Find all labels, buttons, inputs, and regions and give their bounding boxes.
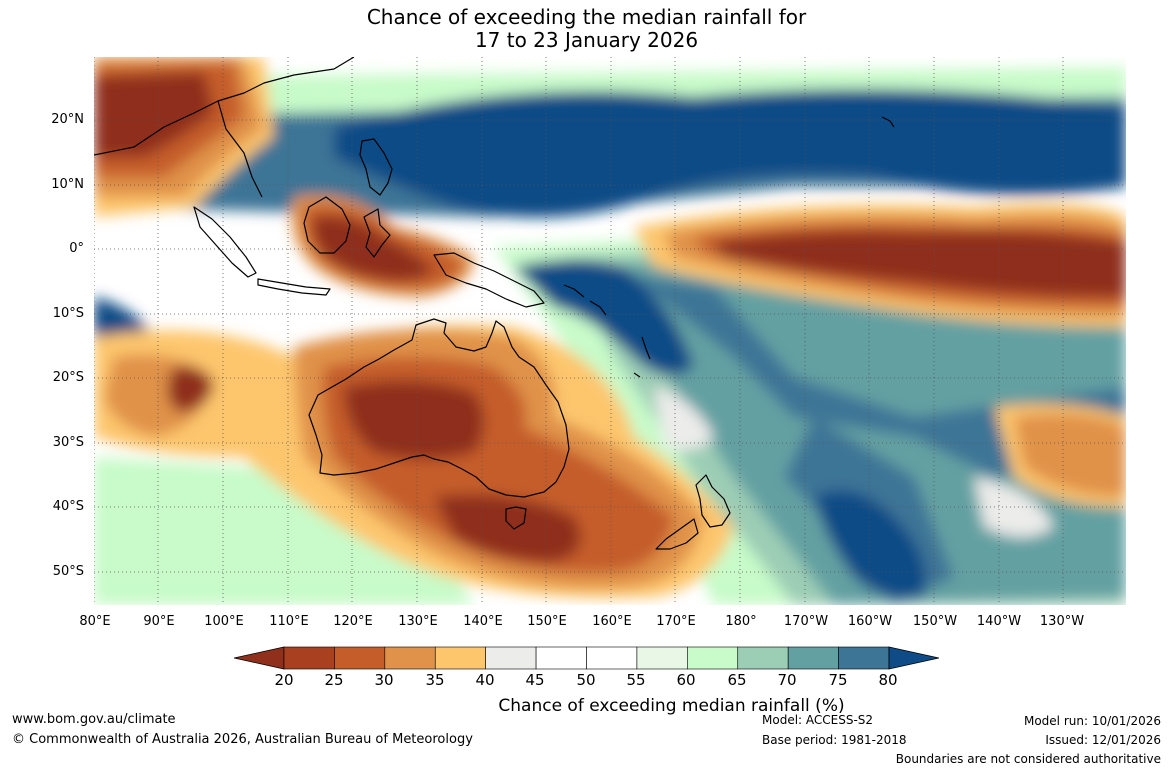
solomon-islands-coastline bbox=[563, 284, 607, 316]
colorbar-tick-70: 70 bbox=[777, 671, 797, 689]
lon-label-170e: 170°E bbox=[656, 614, 696, 629]
region-extreme bbox=[514, 259, 694, 375]
lat-label-20n: 20°N bbox=[51, 112, 84, 127]
colorbar-tick-75: 75 bbox=[828, 671, 848, 689]
colorbar bbox=[234, 646, 939, 670]
rainfall-field bbox=[94, 57, 1126, 605]
new-zealand-south-coastline bbox=[655, 518, 699, 550]
colorbar-tick-40: 40 bbox=[475, 671, 495, 689]
region-very-low bbox=[94, 72, 214, 157]
lat-label-20s: 20°S bbox=[52, 370, 84, 385]
colorbar-segment bbox=[384, 646, 436, 670]
sulawesi-coastline bbox=[363, 208, 391, 258]
map-gridlines bbox=[94, 57, 1126, 605]
lat-label-10s: 10°S bbox=[52, 306, 84, 321]
new-zealand-north-coastline bbox=[695, 474, 731, 528]
region-neutral bbox=[654, 387, 714, 451]
colorbar-tick-60: 60 bbox=[676, 671, 696, 689]
region-extreme bbox=[334, 89, 1126, 218]
colorbar-segment bbox=[535, 646, 587, 670]
lon-label-150e: 150°E bbox=[527, 614, 567, 629]
lat-label-40s: 40°S bbox=[52, 499, 84, 514]
map-title-line-1: Chance of exceeding the median rainfall … bbox=[366, 5, 807, 29]
region-very-low bbox=[344, 380, 484, 460]
colorbar-tick-45: 45 bbox=[525, 671, 545, 689]
region-very-low bbox=[714, 230, 1126, 297]
new-guinea-coastline bbox=[433, 252, 545, 308]
australia-coastline bbox=[308, 318, 570, 498]
base-period: Base period: 1981-2018 bbox=[762, 733, 907, 747]
colorbar-segment bbox=[283, 646, 335, 670]
colorbar-low-extension bbox=[234, 646, 285, 670]
coastlines bbox=[94, 57, 895, 550]
lon-label-90e: 90°E bbox=[143, 614, 175, 629]
lat-label-equator: 0° bbox=[69, 241, 84, 256]
region-very-low bbox=[312, 216, 434, 281]
lat-label-10n: 10°N bbox=[51, 177, 84, 192]
lon-label-180: 180° bbox=[725, 614, 757, 629]
colorbar-segment bbox=[636, 646, 688, 670]
lon-label-120e: 120°E bbox=[333, 614, 373, 629]
colorbar-segment bbox=[434, 646, 486, 670]
lon-label-160e: 160°E bbox=[592, 614, 632, 629]
region-very-low bbox=[434, 494, 581, 562]
map-title-line-2: 17 to 23 January 2026 bbox=[474, 28, 699, 52]
model-run-date: Model run: 10/01/2026 bbox=[1023, 714, 1161, 728]
colorbar-segment bbox=[586, 646, 638, 670]
colorbar-tick-55: 55 bbox=[626, 671, 646, 689]
lon-label-130e: 130°E bbox=[398, 614, 438, 629]
lon-label-170w: 170°W bbox=[783, 614, 829, 629]
sumatra-coastline bbox=[193, 206, 257, 278]
lon-label-100e: 100°E bbox=[204, 614, 244, 629]
lon-label-140e: 140°E bbox=[463, 614, 503, 629]
region-below bbox=[1014, 413, 1126, 497]
colorbar-segment bbox=[687, 646, 739, 670]
copyright-text: © Commonwealth of Australia 2026, Austra… bbox=[12, 732, 473, 747]
rainfall-map bbox=[94, 57, 1126, 605]
lon-label-110e: 110°E bbox=[269, 614, 309, 629]
lon-label-130w: 130°W bbox=[1039, 614, 1085, 629]
lon-label-160w: 160°W bbox=[847, 614, 893, 629]
lon-label-150w: 150°W bbox=[912, 614, 958, 629]
model-name: Model: ACCESS-S2 bbox=[762, 713, 874, 727]
issued-date: Issued: 12/01/2026 bbox=[1045, 733, 1161, 747]
mainland-asia-coastline bbox=[94, 57, 355, 198]
boundaries-disclaimer: Boundaries are not considered authoritat… bbox=[895, 752, 1161, 766]
tasmania-coastline bbox=[505, 506, 527, 530]
philippines-coastline bbox=[359, 138, 393, 196]
colorbar-tick-20: 20 bbox=[274, 671, 294, 689]
lat-label-30s: 30°S bbox=[52, 435, 84, 450]
colorbar-label: Chance of exceeding median rainfall (%) bbox=[498, 696, 845, 716]
colorbar-segment bbox=[485, 646, 537, 670]
java-coastline bbox=[257, 278, 331, 296]
vanuatu-coastline bbox=[633, 336, 651, 378]
lon-label-140w: 140°W bbox=[976, 614, 1022, 629]
colorbar-tick-65: 65 bbox=[727, 671, 747, 689]
hawaii-coastline bbox=[881, 116, 895, 128]
borneo-coastline bbox=[303, 196, 351, 254]
colorbar-segment bbox=[737, 646, 789, 670]
lon-label-80e: 80°E bbox=[79, 614, 111, 629]
colorbar-segment bbox=[787, 646, 839, 670]
colorbar-high-extension bbox=[888, 646, 939, 670]
colorbar-segment bbox=[334, 646, 386, 670]
lat-label-50s: 50°S bbox=[52, 564, 84, 579]
colorbar-tick-35: 35 bbox=[425, 671, 445, 689]
colorbar-segment bbox=[838, 646, 890, 670]
colorbar-tick-80: 80 bbox=[878, 671, 898, 689]
website-link[interactable]: www.bom.gov.au/climate bbox=[12, 712, 176, 727]
colorbar-tick-25: 25 bbox=[324, 671, 344, 689]
colorbar-tick-30: 30 bbox=[374, 671, 394, 689]
colorbar-tick-50: 50 bbox=[576, 671, 596, 689]
